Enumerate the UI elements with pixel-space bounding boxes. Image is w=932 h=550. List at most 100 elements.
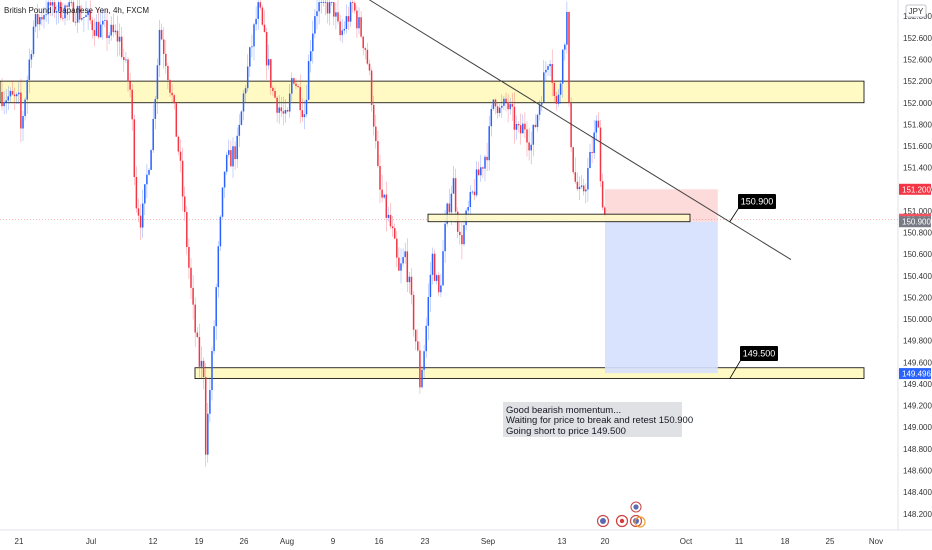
candle-up <box>530 144 532 151</box>
take-profit-box[interactable] <box>605 221 718 374</box>
candle-up <box>141 203 144 228</box>
candle-up <box>435 275 438 281</box>
candle-up <box>7 96 10 101</box>
candle-down <box>591 151 593 153</box>
event-orange-icon[interactable] <box>634 516 646 528</box>
support-zone[interactable] <box>194 367 865 379</box>
candle-down <box>165 53 167 67</box>
candle-down <box>192 287 194 305</box>
candle-up <box>561 49 564 84</box>
candle-down <box>112 24 115 33</box>
candle-up <box>232 146 234 167</box>
candle-down <box>494 99 497 107</box>
candle-down <box>396 238 398 258</box>
candle-down <box>496 106 499 114</box>
price-axis[interactable] <box>898 0 932 530</box>
currency-badge[interactable]: JPY <box>905 4 927 18</box>
candle-down <box>574 172 577 182</box>
x-tick-label: 20 <box>601 537 610 546</box>
candle-down <box>297 86 299 88</box>
resistance-zone[interactable] <box>0 80 865 104</box>
y-tick-label: 149.800 <box>903 337 932 346</box>
note-line-1: Good bearish momentum... <box>506 405 621 416</box>
candle-down <box>526 129 528 143</box>
candle-down <box>433 253 436 281</box>
candle-down <box>72 2 75 22</box>
price-label-text: 150.900 <box>902 218 931 227</box>
candle-up <box>564 44 566 50</box>
candle-down <box>265 31 268 66</box>
candle-down <box>202 360 205 378</box>
currency-label: JPY <box>909 7 924 16</box>
candle-up <box>154 99 157 119</box>
candle-up <box>450 193 453 213</box>
candle-down <box>286 109 289 112</box>
candle-down <box>106 20 108 39</box>
price-label-150-900: 150.900 <box>899 216 931 228</box>
callout-150900[interactable]: 150.900 <box>729 194 776 222</box>
y-tick-label: 151.000 <box>903 207 932 216</box>
price-label-149-496: 149.496 <box>899 368 931 380</box>
economic-event-icons[interactable] <box>596 501 646 528</box>
y-tick-label: 148.400 <box>903 488 932 497</box>
candle-up <box>156 65 159 100</box>
candle-down <box>368 63 371 71</box>
candle-up <box>55 11 58 13</box>
x-tick-label: Nov <box>869 537 883 546</box>
candle-down <box>293 78 295 84</box>
candle-down <box>354 3 356 11</box>
candle-up <box>593 132 595 153</box>
candle-down <box>259 2 262 8</box>
candle-down <box>137 208 140 216</box>
candle-up <box>557 94 560 104</box>
candle-up <box>343 28 346 31</box>
candle-down <box>570 102 572 148</box>
candle-down <box>295 83 297 87</box>
candle-down <box>517 123 520 126</box>
candle-up <box>209 390 211 414</box>
candle-up <box>324 2 327 3</box>
candle-up <box>540 102 543 105</box>
candle-down <box>603 207 606 217</box>
candle-up <box>47 2 49 15</box>
candle-up <box>152 118 154 151</box>
candle-up <box>488 126 490 161</box>
candle-down <box>419 350 421 388</box>
plot-area[interactable] <box>0 0 898 530</box>
candle-down <box>230 150 232 167</box>
y-tick-label: 150.200 <box>903 293 932 302</box>
candle-down <box>20 92 22 129</box>
candle-down <box>186 212 188 248</box>
retest-zone[interactable] <box>427 213 691 223</box>
candle-down <box>507 102 509 110</box>
candle-up <box>467 207 469 211</box>
time-axis[interactable] <box>0 530 932 550</box>
candle-up <box>442 251 444 286</box>
candle-up <box>589 151 591 169</box>
candle-down <box>375 126 377 142</box>
candle-up <box>215 287 217 327</box>
price-label-151-200: 151.200 <box>899 183 931 195</box>
candle-up <box>30 54 33 60</box>
candle-up <box>585 189 587 192</box>
candle-down <box>482 167 484 169</box>
chart-title: British Pound / Japanese Yen, 4h, FXCM <box>4 6 149 15</box>
candle-up <box>68 2 70 7</box>
candle-down <box>473 191 476 196</box>
callout-149500[interactable]: 149.500 <box>729 346 778 379</box>
candle-down <box>301 110 304 118</box>
candle-up <box>240 111 243 125</box>
callout-149500-pointer <box>729 357 743 379</box>
candle-up <box>70 2 73 3</box>
bearish-trendline[interactable] <box>369 0 792 261</box>
candle-down <box>486 156 488 161</box>
x-tick-label: 23 <box>421 537 430 546</box>
candle-up <box>158 29 161 66</box>
candle-down <box>120 36 123 58</box>
candle-up <box>288 93 291 112</box>
trade-note[interactable]: Good bearish momentum... Waiting for pri… <box>503 402 693 437</box>
x-tick-label: Oct <box>680 537 693 546</box>
candle-down <box>123 57 125 61</box>
candle-down <box>534 124 537 127</box>
